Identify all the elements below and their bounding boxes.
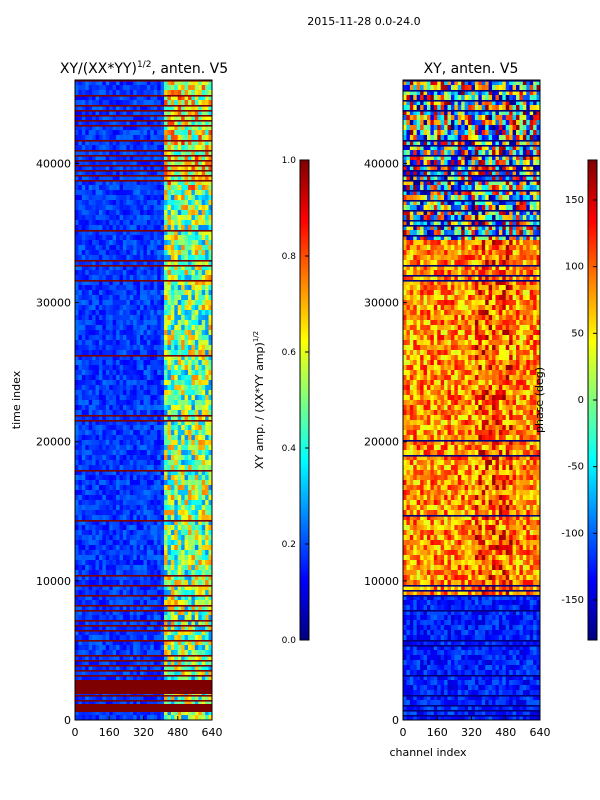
amplitude-title-sup: 1/2 — [137, 60, 151, 70]
y-tick-label: 0 — [64, 714, 71, 727]
x-tick-label: 480 — [167, 726, 188, 739]
colorbar-tick-label: -150 — [561, 595, 584, 606]
colorbar-tick-label: -50 — [568, 462, 584, 473]
colorbar-tick-label: 100 — [565, 262, 584, 273]
y-tick-label: 10000 — [36, 575, 71, 588]
colorbar-tick-label: 0.8 — [282, 252, 297, 262]
x-tick-label: 0 — [400, 726, 407, 739]
phase-title: XY, anten. V5 — [424, 61, 519, 77]
x-tick-label: 480 — [495, 726, 516, 739]
phase-colorbar-label: phase (deg) — [533, 367, 546, 433]
y-tick-label: 0 — [392, 714, 399, 727]
y-tick-label: 30000 — [36, 297, 71, 310]
colorbar-tick-label: 0.4 — [282, 444, 297, 454]
colorbar-tick-label: 0.0 — [282, 636, 297, 646]
amplitude-panel: XY/(XX*YY)1/2, anten. V5 0 160 320 480 640 0… — [10, 60, 228, 739]
amplitude-title: XY/(XX*YY)1/2, anten. V5 — [60, 60, 228, 77]
phase-colorbar: -150 -100 -50 0 50 100 150 phase (deg) — [533, 159, 598, 641]
phase-panel: XY, anten. V5 0 160 320 480 640 0 10000 20000 3… — [364, 61, 551, 759]
x-tick-label: 160 — [427, 726, 448, 739]
amplitude-ylabel: time index — [10, 370, 23, 429]
phase-heatmap — [403, 80, 541, 720]
colorbar-tick-label: 50 — [571, 328, 584, 339]
x-tick-label: 0 — [72, 726, 79, 739]
amplitude-colorbar-gradient — [299, 159, 310, 641]
phase-xlabel: channel index — [389, 746, 467, 759]
amplitude-colorbar: 0.0 0.2 0.4 0.6 0.8 1.0 XY amp. / (XX*YY amp)… — [252, 156, 310, 646]
amplitude-colorbar-label-sup: 1/2 — [252, 331, 260, 342]
amplitude-title-main: XY/(XX*YY) — [60, 61, 137, 77]
y-tick-label: 10000 — [364, 575, 399, 588]
y-tick-label: 40000 — [364, 157, 399, 170]
y-tick-label: 20000 — [36, 436, 71, 449]
x-tick-label: 640 — [202, 726, 223, 739]
amplitude-title-tail: , anten. V5 — [151, 61, 228, 77]
colorbar-tick-label: 150 — [565, 195, 584, 206]
colorbar-tick-label: 0.2 — [282, 540, 296, 550]
y-tick-label: 30000 — [364, 297, 399, 310]
y-tick-label: 40000 — [36, 157, 71, 170]
colorbar-tick-label: -100 — [561, 528, 584, 539]
x-tick-label: 320 — [133, 726, 154, 739]
colorbar-tick-label: 0.6 — [282, 348, 297, 358]
x-tick-label: 320 — [461, 726, 482, 739]
x-tick-label: 160 — [99, 726, 120, 739]
colorbar-tick-label: 0 — [578, 395, 584, 406]
amplitude-colorbar-label-main: XY amp. / (XX*YY amp) — [253, 342, 266, 469]
amplitude-colorbar-label: XY amp. / (XX*YY amp)1/2 — [252, 331, 266, 469]
phase-title-main: XY, anten. V5 — [424, 61, 519, 77]
colorbar-tick-label: 1.0 — [282, 156, 297, 166]
x-tick-label: 640 — [530, 726, 551, 739]
amplitude-heatmap — [75, 80, 213, 720]
figure-suptitle: 2015-11-28 0.0-24.0 — [307, 15, 420, 28]
y-tick-label: 20000 — [364, 436, 399, 449]
